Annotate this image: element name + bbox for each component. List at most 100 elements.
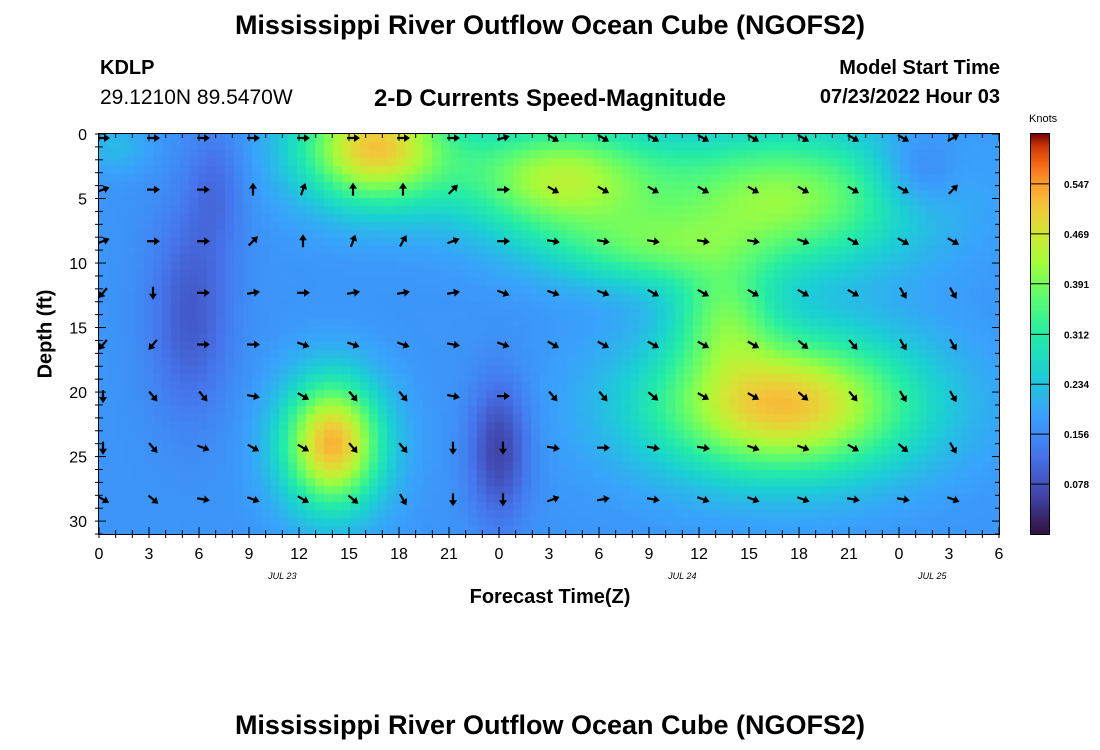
- current-arrow: [398, 442, 408, 454]
- y-tick-label: 0: [78, 127, 87, 144]
- current-arrow: [197, 288, 210, 297]
- current-arrow: [348, 390, 358, 402]
- x-tick-label: 12: [690, 546, 708, 563]
- current-arrow: [899, 287, 907, 299]
- current-arrow: [946, 495, 960, 504]
- current-arrow: [497, 185, 510, 194]
- x-tick-label: 9: [245, 546, 254, 563]
- x-tick-label: 6: [195, 546, 204, 563]
- current-arrow: [297, 392, 310, 401]
- current-arrow: [949, 287, 957, 299]
- current-arrow: [297, 443, 310, 452]
- current-arrow: [497, 392, 510, 401]
- current-arrow: [346, 341, 360, 349]
- y-tick-label: 25: [69, 450, 87, 467]
- current-arrow: [847, 443, 860, 452]
- current-arrow: [596, 495, 610, 504]
- chart-title: Mississippi River Outflow Ocean Cube (NG…: [234, 10, 866, 40]
- current-arrow: [947, 184, 958, 195]
- current-arrow: [349, 234, 358, 248]
- current-arrow: [198, 390, 208, 402]
- current-arrow: [399, 182, 407, 196]
- current-arrow: [899, 390, 907, 403]
- current-arrow: [696, 443, 710, 452]
- current-arrow: [449, 441, 457, 455]
- colorbar-gradient: [1031, 134, 1049, 534]
- current-arrow: [496, 134, 510, 142]
- current-arrow: [147, 494, 159, 504]
- x-axis-label: Forecast Time(Z): [469, 586, 631, 608]
- colorbar-tick-label: 0.547: [1064, 180, 1089, 191]
- current-arrow: [197, 185, 210, 194]
- current-arrow: [299, 234, 307, 248]
- current-arrow: [148, 339, 158, 350]
- current-arrow: [747, 134, 760, 142]
- current-arrow: [397, 134, 410, 142]
- current-arrow: [197, 134, 210, 142]
- current-arrow: [398, 390, 408, 402]
- current-arrow: [546, 443, 560, 452]
- x-tick-label: 18: [390, 546, 408, 563]
- x-date-label: JUL 24: [667, 571, 696, 581]
- current-arrow: [99, 287, 108, 299]
- station-coords: 29.1210N 89.5470W: [100, 86, 293, 109]
- current-arrow: [896, 495, 910, 504]
- x-date-label: JUL 23: [267, 571, 296, 581]
- current-arrow: [697, 392, 710, 401]
- current-arrow: [847, 288, 860, 297]
- current-arrow: [596, 289, 610, 297]
- current-arrow: [897, 185, 910, 194]
- current-arrow: [246, 495, 260, 504]
- current-arrow: [696, 495, 710, 504]
- current-arrow: [597, 134, 610, 142]
- current-arrow: [747, 288, 760, 297]
- current-arrow: [246, 392, 260, 401]
- current-arrow: [399, 235, 407, 247]
- x-tick-label: 0: [895, 546, 904, 563]
- current-arrow: [99, 390, 107, 404]
- y-tick-label: 30: [69, 514, 87, 531]
- current-arrow: [647, 391, 659, 401]
- current-arrow: [99, 237, 110, 245]
- current-arrow: [598, 390, 608, 402]
- current-arrow: [447, 134, 460, 142]
- current-arrow: [947, 134, 960, 142]
- x-tick-label: 0: [495, 546, 504, 563]
- x-tick-label: 3: [945, 546, 954, 563]
- current-arrow: [148, 442, 158, 454]
- colorbar-label: Knots: [1029, 113, 1058, 125]
- x-tick-label: 6: [995, 546, 1004, 563]
- current-arrow: [547, 134, 560, 142]
- current-arrow: [348, 442, 358, 454]
- current-arrow: [897, 443, 909, 453]
- current-arrow: [797, 185, 810, 194]
- current-arrow: [147, 237, 160, 246]
- x-tick-label: 0: [95, 546, 104, 563]
- colorbar-tick-label: 0.312: [1064, 330, 1089, 341]
- current-arrow: [99, 441, 107, 455]
- current-arrow: [596, 237, 610, 246]
- x-tick-label: 21: [840, 546, 858, 563]
- current-arrow: [747, 340, 760, 349]
- current-arrow: [746, 237, 760, 246]
- current-arrow: [99, 185, 110, 194]
- current-arrow: [497, 237, 510, 246]
- current-arrow: [196, 444, 210, 452]
- current-arrow: [949, 441, 957, 454]
- current-arrow: [847, 185, 860, 194]
- current-arrow: [646, 237, 660, 246]
- current-arrow: [697, 288, 710, 297]
- current-arrow: [746, 495, 760, 504]
- speed-heatmap: [99, 134, 999, 534]
- current-arrow: [299, 183, 308, 196]
- current-arrow: [399, 493, 407, 506]
- current-arrow: [196, 495, 210, 504]
- current-arrow: [796, 495, 810, 504]
- x-tick-label: 18: [790, 546, 808, 563]
- current-arrow: [647, 288, 660, 297]
- current-arrow: [297, 134, 310, 142]
- current-arrow: [847, 237, 860, 246]
- model-start-label: Model Start Time: [839, 57, 1000, 79]
- current-arrow: [696, 237, 710, 246]
- current-arrow: [797, 339, 809, 349]
